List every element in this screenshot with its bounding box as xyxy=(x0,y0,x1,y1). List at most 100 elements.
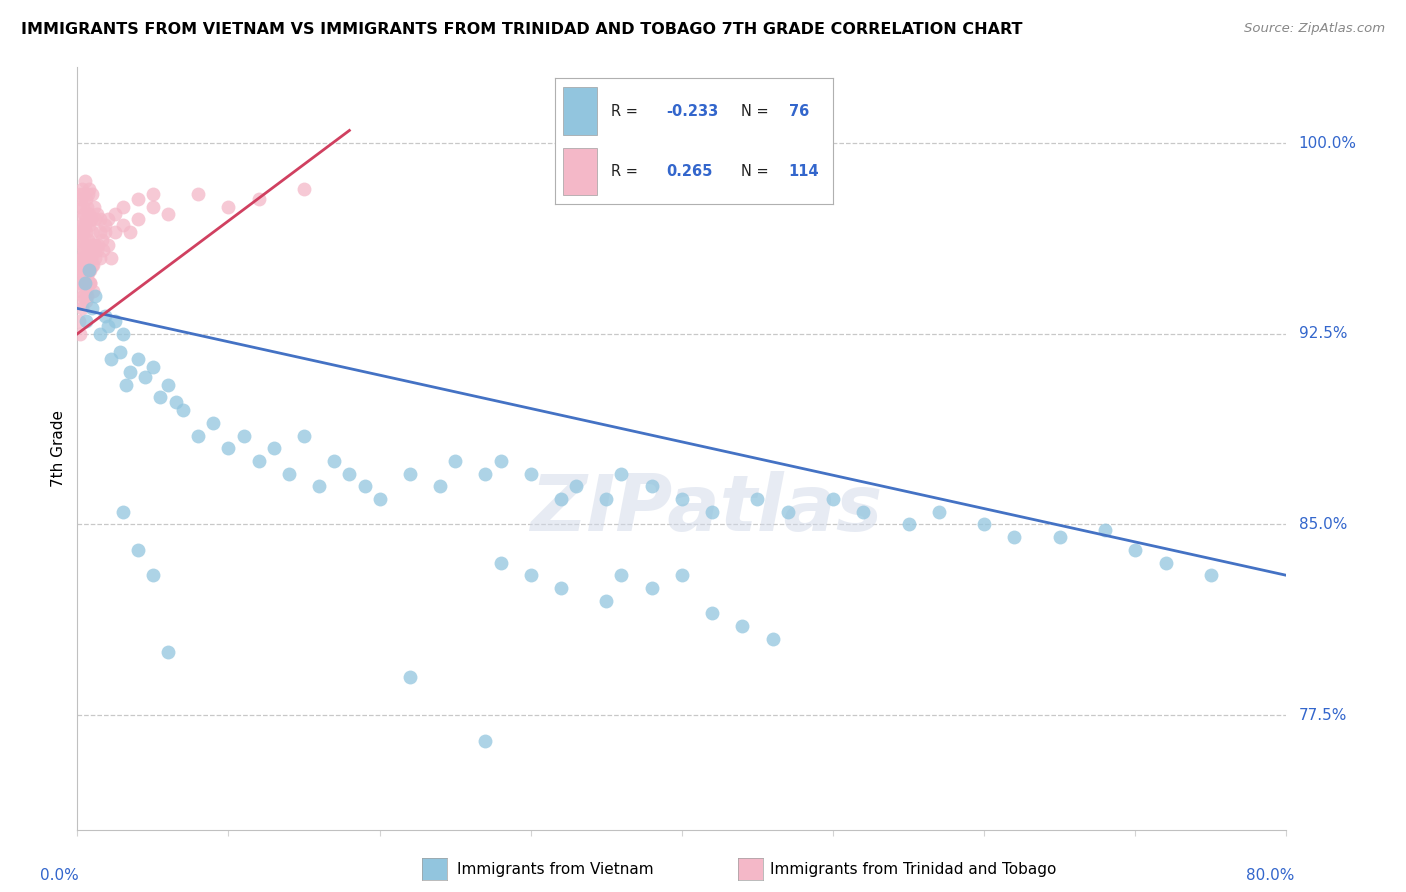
Point xyxy=(70,192,93,206)
Point xyxy=(93,225,115,239)
Point xyxy=(142,359,165,374)
Point xyxy=(80,251,103,265)
Point xyxy=(111,200,134,214)
Point xyxy=(641,581,664,595)
Text: IMMIGRANTS FROM VIETNAM VS IMMIGRANTS FROM TRINIDAD AND TOBAGO 7TH GRADE CORRELA: IMMIGRANTS FROM VIETNAM VS IMMIGRANTS FR… xyxy=(21,22,1022,37)
Point xyxy=(702,607,724,621)
Point xyxy=(69,263,91,277)
Point xyxy=(75,258,97,272)
Point xyxy=(77,187,100,202)
Point xyxy=(73,243,96,257)
Point xyxy=(72,276,94,290)
Point xyxy=(77,233,100,247)
Point xyxy=(86,243,108,257)
Point xyxy=(72,187,94,202)
Point xyxy=(76,200,98,214)
Point xyxy=(75,192,97,206)
Point xyxy=(73,276,96,290)
Point xyxy=(202,416,225,430)
Point xyxy=(73,268,96,283)
Point xyxy=(77,276,100,290)
Point xyxy=(87,238,110,252)
Point xyxy=(70,182,93,196)
Point xyxy=(247,192,270,206)
Point xyxy=(323,454,346,468)
Point xyxy=(79,263,101,277)
Point xyxy=(308,479,330,493)
Point xyxy=(72,225,94,239)
Point xyxy=(82,225,104,239)
Point xyxy=(75,293,97,308)
Text: Immigrants from Trinidad and Tobago: Immigrants from Trinidad and Tobago xyxy=(770,863,1057,877)
Point xyxy=(70,276,93,290)
Point xyxy=(1154,556,1177,570)
Point xyxy=(120,365,142,379)
Point xyxy=(565,479,588,493)
Point xyxy=(72,251,94,265)
Point xyxy=(157,207,180,221)
Point xyxy=(73,218,96,232)
Text: 100.0%: 100.0% xyxy=(1299,136,1357,151)
Point xyxy=(852,505,875,519)
Point xyxy=(595,594,617,608)
Point xyxy=(489,454,512,468)
Point xyxy=(1094,523,1116,537)
Point xyxy=(187,428,209,442)
Point xyxy=(368,491,391,506)
Point xyxy=(77,263,100,277)
Point xyxy=(489,556,512,570)
Point xyxy=(111,326,134,341)
Point xyxy=(72,258,94,272)
Point xyxy=(776,505,799,519)
Point xyxy=(82,301,104,316)
Point xyxy=(82,187,104,202)
Text: 92.5%: 92.5% xyxy=(1299,326,1347,342)
Point xyxy=(120,225,142,239)
Point xyxy=(72,289,94,303)
Point xyxy=(278,467,301,481)
Point xyxy=(550,581,572,595)
Point xyxy=(70,293,93,308)
Point xyxy=(76,289,98,303)
Point xyxy=(73,207,96,221)
Point xyxy=(127,352,149,367)
Point xyxy=(69,225,91,239)
Point xyxy=(444,454,467,468)
Point xyxy=(218,442,240,456)
Point xyxy=(292,182,315,196)
Text: 0.0%: 0.0% xyxy=(39,868,79,883)
Point xyxy=(1004,530,1026,544)
Point xyxy=(69,187,91,202)
Point xyxy=(353,479,375,493)
Point xyxy=(1125,542,1147,557)
Point xyxy=(73,251,96,265)
Point xyxy=(75,276,97,290)
Point xyxy=(429,479,451,493)
Point xyxy=(73,268,96,283)
Point xyxy=(77,276,100,290)
Point xyxy=(67,251,90,265)
Point xyxy=(72,238,94,252)
Point xyxy=(90,233,112,247)
Point xyxy=(100,352,122,367)
Point xyxy=(80,212,103,227)
Point xyxy=(111,505,134,519)
Point xyxy=(79,243,101,257)
Text: 85.0%: 85.0% xyxy=(1299,517,1347,532)
Point xyxy=(897,517,920,532)
Point xyxy=(91,243,114,257)
Point xyxy=(731,619,754,633)
Point xyxy=(762,632,785,646)
Point xyxy=(70,218,93,232)
Point xyxy=(86,207,108,221)
Point xyxy=(79,238,101,252)
Point xyxy=(747,491,769,506)
Point xyxy=(187,187,209,202)
Point xyxy=(157,377,180,392)
Point xyxy=(77,251,100,265)
Point xyxy=(70,301,93,316)
Point xyxy=(610,467,633,481)
Point xyxy=(72,200,94,214)
Point xyxy=(80,251,103,265)
Point xyxy=(79,218,101,232)
